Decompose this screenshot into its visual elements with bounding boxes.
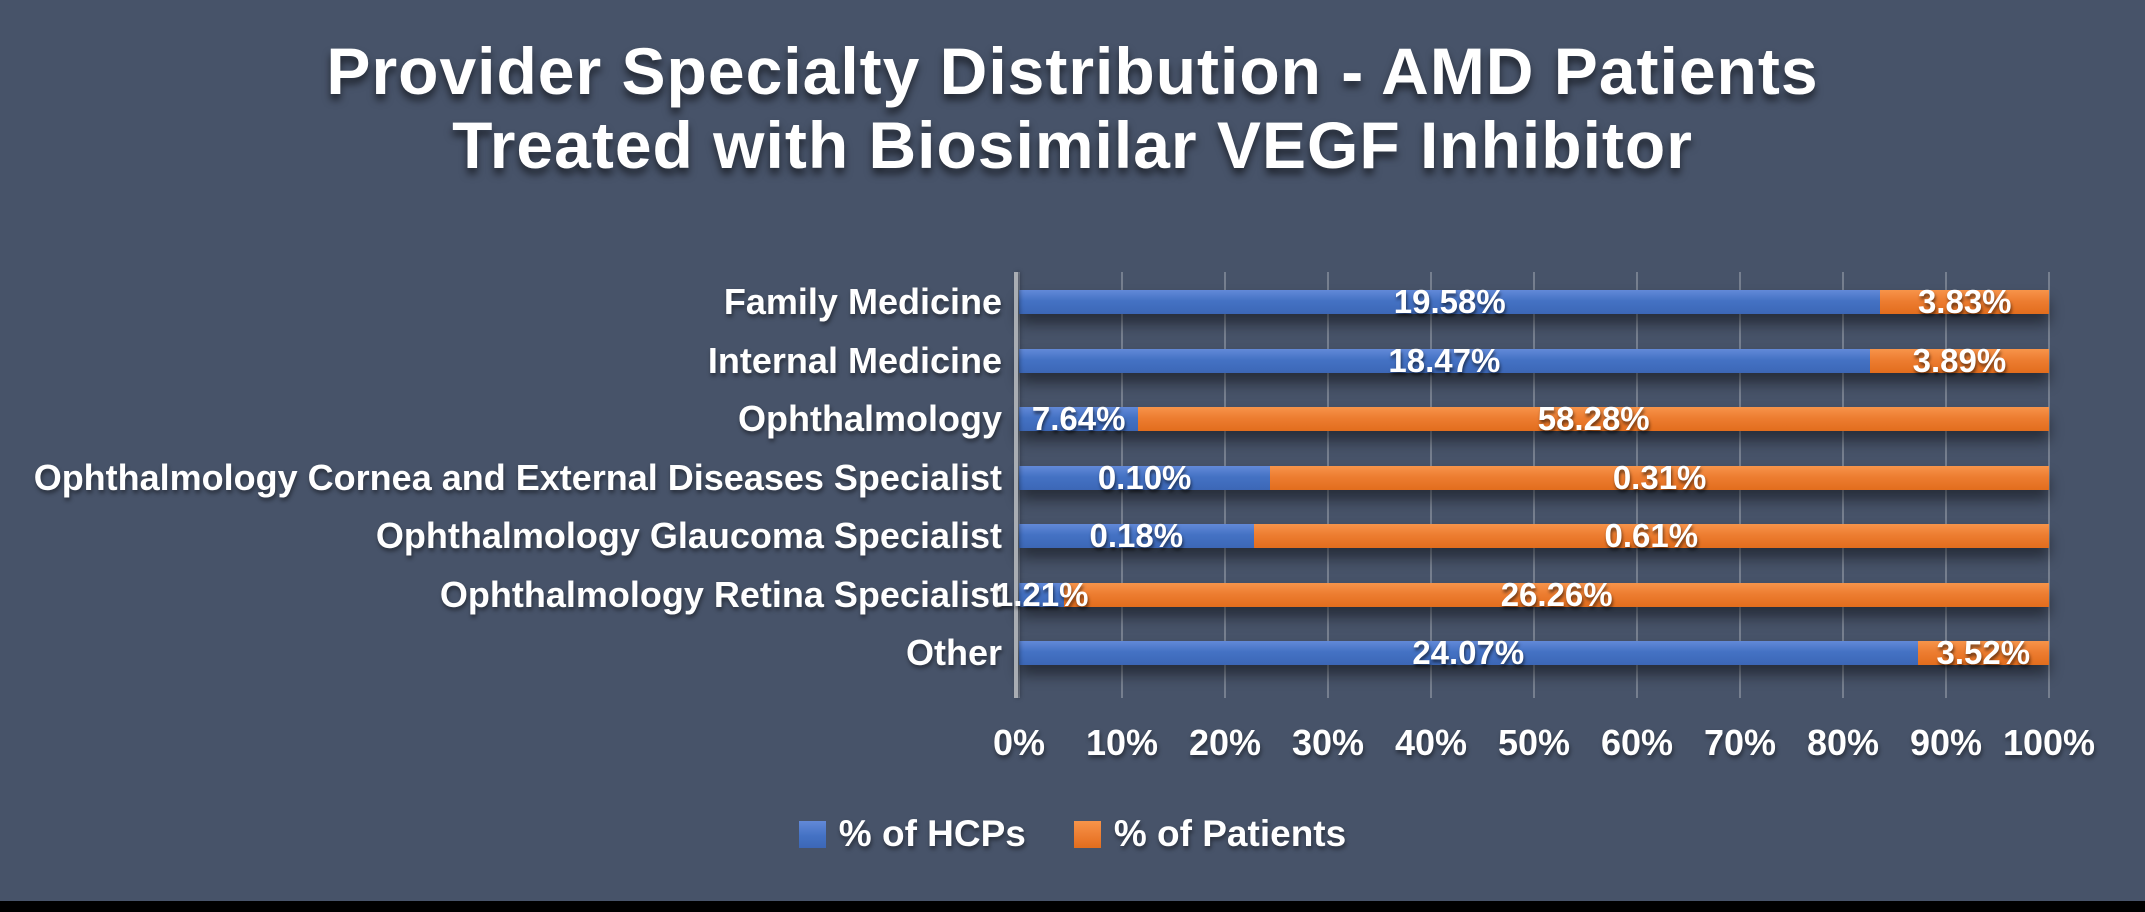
bar-segment-patients — [1869, 348, 2049, 373]
bar-value-label-patients: 3.83% — [1917, 283, 2012, 321]
x-axis-tick-label: 100% — [2002, 722, 2096, 763]
bar-segment-hcps — [1019, 407, 1139, 432]
bar-segment-patients — [1253, 524, 2049, 549]
bar-row — [1019, 641, 2049, 666]
legend-item: % of Patients — [1073, 812, 1347, 856]
bar-value-label-patients: 0.61% — [1604, 517, 1699, 555]
bar-value-label-hcps: 1.21% — [994, 575, 1089, 613]
bar-segment-hcps — [1019, 524, 1254, 549]
bar-value-label-hcps: 0.10% — [1097, 458, 1192, 496]
chart-title-line-2: Treated with Biosimilar VEGF Inhibitor — [452, 108, 1693, 182]
bar-value-label-patients: 0.31% — [1612, 458, 1707, 496]
x-axis-tick-label: 70% — [1703, 722, 1777, 763]
x-axis-tick-label: 50% — [1497, 722, 1571, 763]
bar-value-label-hcps: 24.07% — [1412, 634, 1525, 672]
bar-value-label-hcps: 19.58% — [1393, 283, 1506, 321]
category-label: Ophthalmology — [738, 398, 1002, 440]
category-axis-line — [1014, 272, 1018, 698]
bar-segment-patients — [1138, 407, 2049, 432]
bar-value-label-patients: 58.28% — [1537, 400, 1650, 438]
legend-label: % of Patients — [1113, 813, 1347, 854]
category-label: Ophthalmology Cornea and External Diseas… — [33, 456, 1002, 498]
category-label: Other — [905, 632, 1002, 674]
gridline — [2048, 272, 2050, 698]
x-axis-tick-label: 10% — [1085, 722, 1159, 763]
chart-legend: % of HCPs % of Patients — [0, 812, 2145, 856]
bar-value-label-patients: 3.89% — [1912, 341, 2007, 379]
chart-title: Provider Specialty Distribution - AMD Pa… — [0, 34, 2145, 182]
legend-swatch-hcps — [798, 820, 826, 848]
x-axis-tick-label: 40% — [1394, 722, 1468, 763]
x-axis-tick-label: 0% — [992, 722, 1046, 763]
bar-value-label-patients: 26.26% — [1500, 575, 1613, 613]
bar-value-label-patients: 3.52% — [1936, 634, 2031, 672]
x-axis-tick-label: 80% — [1806, 722, 1880, 763]
x-axis-tick-label: 20% — [1188, 722, 1262, 763]
chart-title-line-1: Provider Specialty Distribution - AMD Pa… — [326, 34, 1819, 108]
category-label: Family Medicine — [723, 281, 1002, 323]
legend-swatch-patients — [1073, 820, 1101, 848]
bottom-black-strip — [0, 901, 2145, 912]
bar-value-label-hcps: 7.64% — [1031, 400, 1126, 438]
bar-segment-patients — [1064, 582, 2049, 607]
bar-row — [1019, 348, 2049, 373]
bar-segment-hcps — [1019, 290, 1881, 315]
bar-segment-patients — [1270, 465, 2049, 490]
bar-segment-patients — [1880, 290, 2049, 315]
bar-row — [1019, 582, 2049, 607]
bar-row — [1019, 465, 2049, 490]
bar-row — [1019, 524, 2049, 549]
bar-value-label-hcps: 0.18% — [1089, 517, 1184, 555]
x-axis-tick-label: 90% — [1909, 722, 1983, 763]
x-axis-tick-label: 60% — [1600, 722, 1674, 763]
x-axis-tick-label: 30% — [1291, 722, 1365, 763]
bar-value-label-hcps: 18.47% — [1388, 341, 1501, 379]
category-label: Internal Medicine — [707, 339, 1002, 381]
bar-segment-patients — [1917, 641, 2049, 666]
bar-segment-hcps — [1019, 348, 1870, 373]
category-label: Ophthalmology Glaucoma Specialist — [375, 515, 1002, 557]
bar-segment-hcps — [1019, 641, 1918, 666]
bar-segment-hcps — [1019, 582, 1065, 607]
category-label: Ophthalmology Retina Specialist — [439, 573, 1002, 615]
legend-item: % of HCPs — [798, 812, 1026, 856]
legend-label: % of HCPs — [838, 813, 1026, 854]
bar-segment-hcps — [1019, 465, 1271, 490]
bar-row — [1019, 290, 2049, 315]
bar-row — [1019, 407, 2049, 432]
